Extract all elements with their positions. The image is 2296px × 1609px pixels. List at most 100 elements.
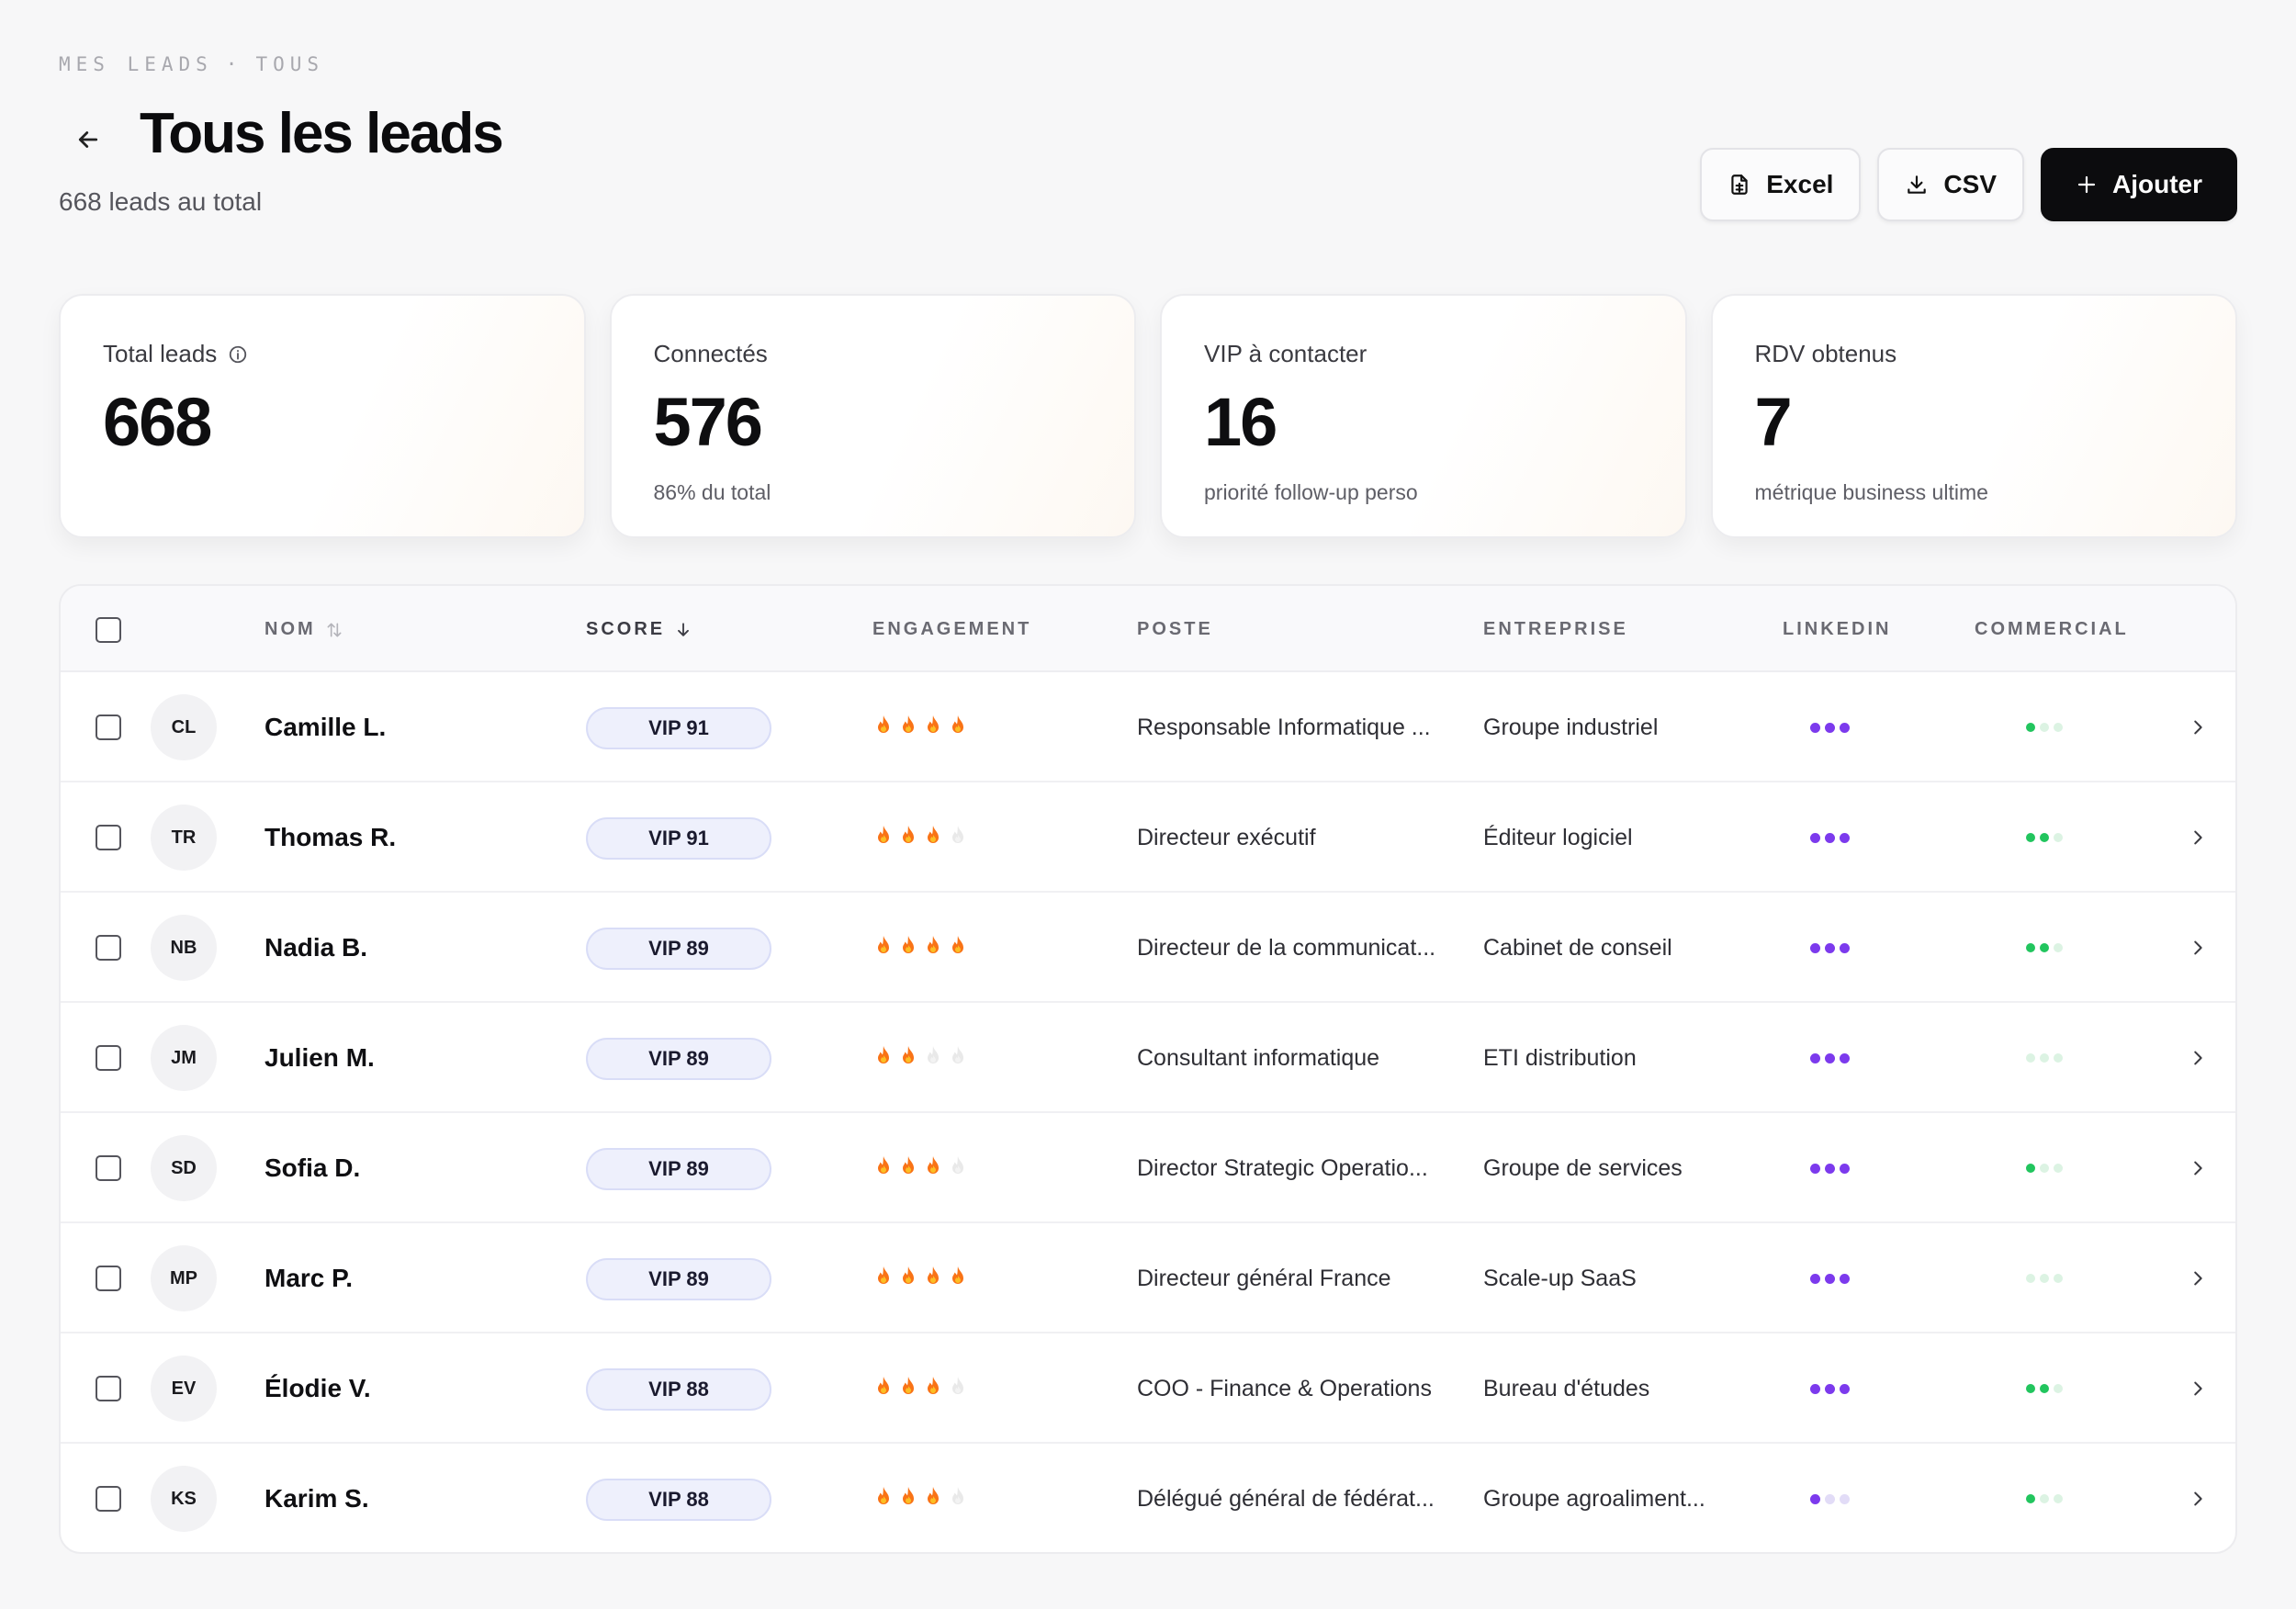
commercial-status-dot [2040,1274,2049,1283]
breadcrumb-item-leads[interactable]: MES LEADS [59,53,213,75]
column-header-nom[interactable]: NOM [264,619,343,640]
column-header-engagement: ENGAGEMENT [872,619,1032,639]
row-checkbox[interactable] [96,1486,121,1512]
row-checkbox[interactable] [96,714,121,740]
table-row[interactable]: SD Sofia D. VIP 89 Director Strategic Opera… [61,1113,2235,1223]
arrow-left-icon [78,131,98,148]
linkedin-status-dot [1825,1383,1835,1394]
table-row[interactable]: NB Nadia B. VIP 89 Directeur de la communic… [61,893,2235,1003]
commercial-status [2026,1113,2063,1223]
add-lead-button[interactable]: Ajouter [2041,148,2237,221]
linkedin-status [1810,1444,1850,1552]
flame-icon [947,714,968,740]
stat-value: 16 [1204,384,1277,460]
linkedin-status [1810,1113,1850,1223]
open-lead-button[interactable] [2188,1223,2208,1333]
breadcrumb-item-current: TOUS [255,53,325,75]
flame-icon [872,714,894,740]
linkedin-status-dot [1825,1052,1835,1063]
table-header: NOM SCORE ENGAGEMENT POSTE ENTREPRISE LI… [61,586,2235,672]
lead-name[interactable]: Camille L. [264,713,387,741]
commercial-status-dot [2026,1053,2035,1063]
row-checkbox[interactable] [96,1376,121,1401]
stat-note: 86% du total [653,480,771,504]
flame-icon [897,935,918,961]
open-lead-button[interactable] [2188,1113,2208,1223]
commercial-status [2026,893,2063,1003]
row-checkbox[interactable] [96,1045,121,1071]
commercial-status-dot [2054,1053,2063,1063]
open-lead-button[interactable] [2188,893,2208,1003]
row-checkbox[interactable] [96,1155,121,1181]
avatar: MP [151,1245,217,1311]
lead-name[interactable]: Karim S. [264,1484,369,1513]
engagement-rating [872,1003,968,1113]
table-row[interactable]: TR Thomas R. VIP 91 Directeur exécutif Édite… [61,782,2235,893]
table-row[interactable]: EV Élodie V. VIP 88 COO - Finance & Operati… [61,1333,2235,1444]
lead-name[interactable]: Thomas R. [264,823,397,851]
page-subtitle: 668 leads au total [59,187,263,216]
commercial-status-dot [2054,1164,2063,1173]
chevron-right-icon [2194,940,2202,955]
stat-card-vip: VIP à contacter 16 priorité follow-up pe… [1160,294,1687,538]
score-badge: VIP 88 [586,1479,771,1521]
flame-icon [897,1045,918,1071]
flame-icon [947,1266,968,1291]
row-checkbox[interactable] [96,935,121,961]
flame-icon [872,825,894,850]
table-row[interactable]: JM Julien M. VIP 89 Consultant informatique… [61,1003,2235,1113]
stat-value: 7 [1754,384,1793,460]
export-excel-button[interactable]: Excel [1700,148,1862,221]
linkedin-status-dot [1840,942,1850,953]
score-badge: VIP 91 [586,707,771,749]
row-checkbox[interactable] [96,825,121,850]
export-csv-button[interactable]: CSV [1877,148,2024,221]
lead-poste: Directeur de la communicat... [1137,934,1436,961]
linkedin-status-dot [1825,832,1835,843]
lead-entreprise: Groupe industriel [1483,714,1659,740]
linkedin-status-dot [1810,1052,1820,1063]
avatar: CL [151,694,217,760]
select-all-checkbox[interactable] [96,617,121,643]
lead-poste: Directeur général France [1137,1265,1391,1291]
open-lead-button[interactable] [2188,1444,2208,1552]
commercial-status-dot [2040,943,2049,952]
linkedin-status [1810,782,1850,893]
lead-name[interactable]: Nadia B. [264,933,368,962]
lead-name[interactable]: Élodie V. [264,1374,371,1402]
avatar: NB [151,915,217,981]
flame-icon [947,935,968,961]
chevron-right-icon [2194,1271,2202,1286]
table-row[interactable]: KS Karim S. VIP 88 Délégué général de fédér… [61,1444,2235,1552]
lead-entreprise: Groupe agroaliment... [1483,1485,1705,1512]
flame-icon [897,1155,918,1181]
lead-name[interactable]: Marc P. [264,1264,353,1292]
linkedin-status-dot [1810,1493,1820,1504]
linkedin-status-dot [1825,722,1835,733]
flame-icon [897,1376,918,1401]
info-icon[interactable] [228,344,248,365]
column-header-poste: POSTE [1137,619,1213,639]
table-row[interactable]: MP Marc P. VIP 89 Directeur général France S… [61,1223,2235,1333]
flame-icon [922,1155,943,1181]
lead-entreprise: Groupe de services [1483,1154,1683,1181]
lead-entreprise: ETI distribution [1483,1044,1637,1071]
lead-entreprise: Scale-up SaaS [1483,1265,1637,1291]
lead-name[interactable]: Sofia D. [264,1153,361,1182]
chevron-right-icon [2194,720,2202,735]
table-row[interactable]: CL Camille L. VIP 91 Responsable Informatiq… [61,672,2235,782]
back-button[interactable] [59,110,118,169]
open-lead-button[interactable] [2188,672,2208,782]
open-lead-button[interactable] [2188,782,2208,893]
row-checkbox[interactable] [96,1266,121,1291]
linkedin-status-dot [1840,1163,1850,1174]
commercial-status-dot [2026,723,2035,732]
linkedin-status-dot [1825,1163,1835,1174]
open-lead-button[interactable] [2188,1333,2208,1444]
column-header-score[interactable]: SCORE [586,619,692,640]
linkedin-status-dot [1825,1493,1835,1504]
commercial-status [2026,1003,2063,1113]
open-lead-button[interactable] [2188,1003,2208,1113]
lead-name[interactable]: Julien M. [264,1043,375,1072]
score-badge: VIP 91 [586,817,771,860]
